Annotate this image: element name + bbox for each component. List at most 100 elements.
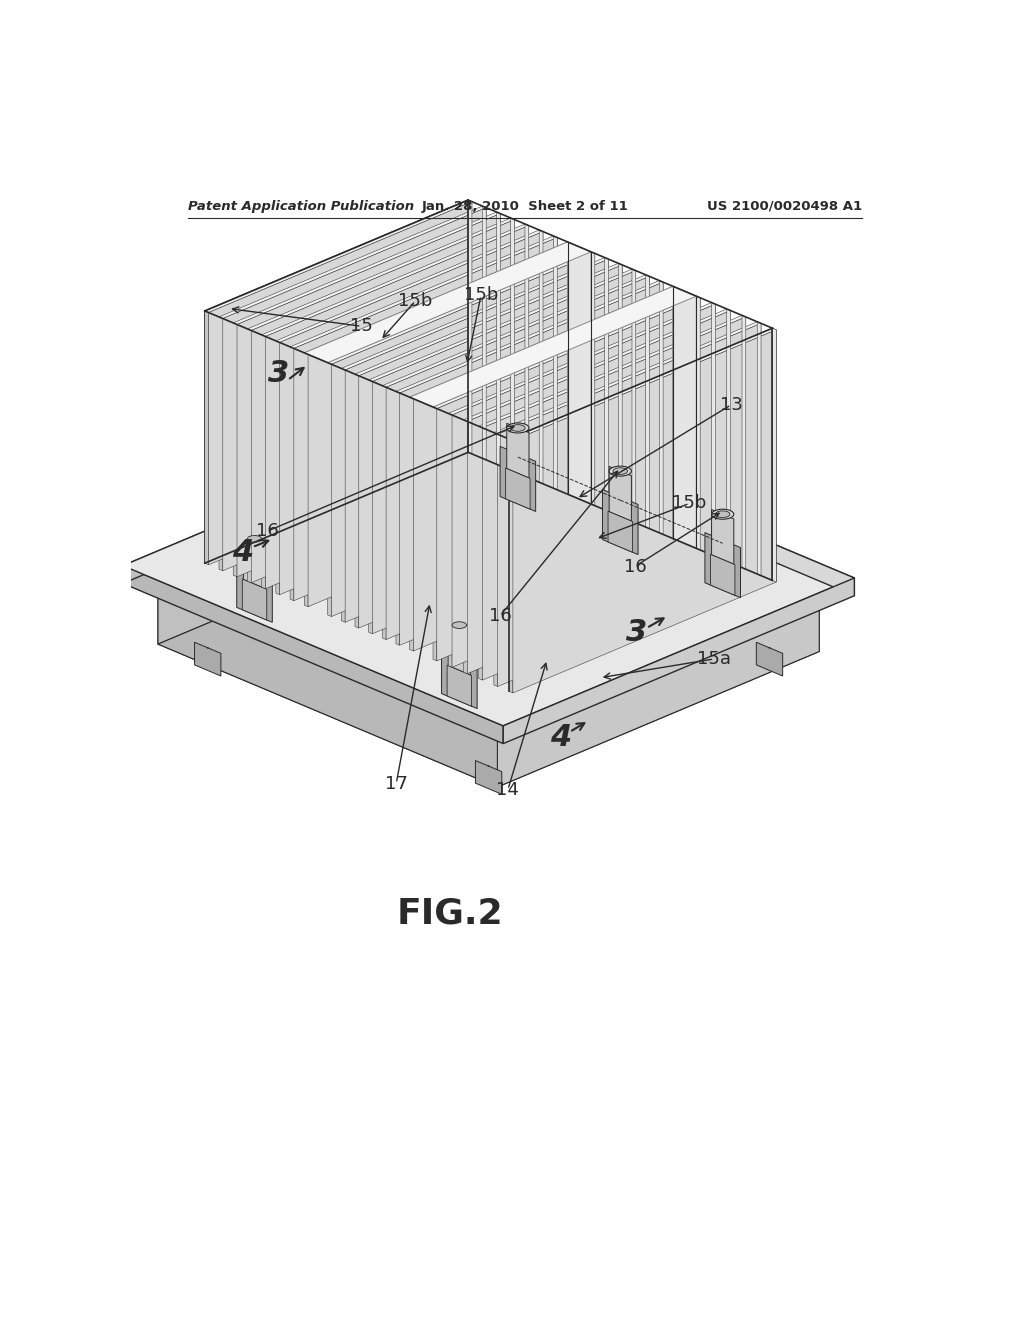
Polygon shape: [696, 296, 700, 550]
Polygon shape: [373, 271, 636, 634]
Polygon shape: [605, 257, 608, 511]
Polygon shape: [237, 557, 272, 622]
Text: 16: 16: [488, 607, 512, 624]
Polygon shape: [396, 281, 664, 393]
Polygon shape: [464, 420, 467, 673]
Polygon shape: [452, 304, 716, 668]
Polygon shape: [509, 329, 776, 441]
Polygon shape: [262, 335, 265, 589]
Polygon shape: [205, 312, 209, 565]
Polygon shape: [205, 201, 468, 564]
Polygon shape: [507, 424, 529, 478]
Polygon shape: [209, 202, 472, 565]
Polygon shape: [449, 302, 716, 414]
Polygon shape: [511, 218, 515, 471]
Polygon shape: [513, 330, 776, 693]
Polygon shape: [262, 224, 528, 337]
Polygon shape: [449, 620, 470, 675]
Polygon shape: [280, 231, 543, 595]
Polygon shape: [290, 347, 294, 601]
Polygon shape: [123, 418, 854, 726]
Text: 13: 13: [720, 396, 742, 413]
Polygon shape: [341, 257, 608, 370]
Polygon shape: [123, 418, 474, 583]
Polygon shape: [497, 213, 501, 466]
Polygon shape: [251, 219, 515, 582]
Polygon shape: [464, 309, 730, 421]
Polygon shape: [308, 244, 571, 607]
Polygon shape: [223, 207, 486, 570]
Polygon shape: [498, 593, 819, 787]
Polygon shape: [482, 317, 745, 680]
Polygon shape: [673, 286, 696, 548]
Polygon shape: [540, 230, 543, 484]
Text: 3: 3: [267, 359, 289, 388]
Polygon shape: [474, 418, 854, 595]
Polygon shape: [275, 341, 280, 595]
Polygon shape: [304, 242, 571, 355]
Polygon shape: [632, 269, 636, 523]
Polygon shape: [475, 760, 502, 795]
Polygon shape: [341, 368, 345, 622]
Polygon shape: [433, 296, 700, 409]
Polygon shape: [449, 413, 452, 668]
Polygon shape: [123, 566, 503, 743]
Polygon shape: [248, 329, 251, 582]
Polygon shape: [265, 226, 528, 589]
Polygon shape: [591, 252, 595, 506]
Polygon shape: [369, 269, 636, 381]
Polygon shape: [475, 524, 502, 558]
Polygon shape: [494, 322, 761, 434]
Polygon shape: [410, 286, 696, 407]
Polygon shape: [608, 511, 633, 552]
Polygon shape: [480, 450, 819, 652]
Polygon shape: [609, 466, 632, 521]
Text: Jan. 28, 2010  Sheet 2 of 11: Jan. 28, 2010 Sheet 2 of 11: [422, 199, 628, 213]
Polygon shape: [158, 450, 819, 729]
Polygon shape: [618, 263, 623, 517]
Polygon shape: [396, 392, 399, 645]
Polygon shape: [248, 218, 515, 330]
Text: 4: 4: [550, 723, 570, 752]
Polygon shape: [494, 433, 498, 686]
Polygon shape: [328, 252, 595, 364]
Polygon shape: [602, 490, 638, 554]
Polygon shape: [712, 510, 734, 564]
Polygon shape: [500, 446, 536, 511]
Text: FIG.2: FIG.2: [396, 896, 504, 931]
Polygon shape: [304, 352, 308, 607]
Polygon shape: [382, 275, 649, 387]
Ellipse shape: [244, 533, 265, 544]
Polygon shape: [382, 385, 386, 639]
Text: 17: 17: [385, 775, 408, 792]
Polygon shape: [433, 407, 437, 661]
Text: 14: 14: [497, 781, 519, 799]
Polygon shape: [478, 426, 482, 680]
Text: 15b: 15b: [673, 495, 707, 512]
Polygon shape: [711, 554, 735, 595]
Ellipse shape: [613, 467, 628, 474]
Polygon shape: [328, 363, 332, 616]
Polygon shape: [244, 535, 265, 589]
Polygon shape: [414, 288, 677, 651]
Polygon shape: [290, 236, 557, 348]
Text: 15b: 15b: [398, 292, 433, 310]
Polygon shape: [468, 201, 472, 454]
Polygon shape: [399, 282, 664, 645]
Polygon shape: [567, 242, 571, 496]
Polygon shape: [332, 253, 595, 616]
Polygon shape: [757, 643, 782, 676]
Polygon shape: [525, 224, 528, 478]
Polygon shape: [233, 323, 237, 577]
Polygon shape: [437, 298, 700, 661]
Ellipse shape: [712, 510, 734, 519]
Polygon shape: [482, 206, 486, 459]
Polygon shape: [673, 286, 677, 540]
Polygon shape: [355, 263, 623, 376]
Polygon shape: [205, 201, 472, 313]
Polygon shape: [467, 310, 730, 673]
Polygon shape: [355, 374, 358, 628]
Polygon shape: [742, 315, 745, 569]
Polygon shape: [410, 397, 414, 651]
Polygon shape: [358, 265, 623, 628]
